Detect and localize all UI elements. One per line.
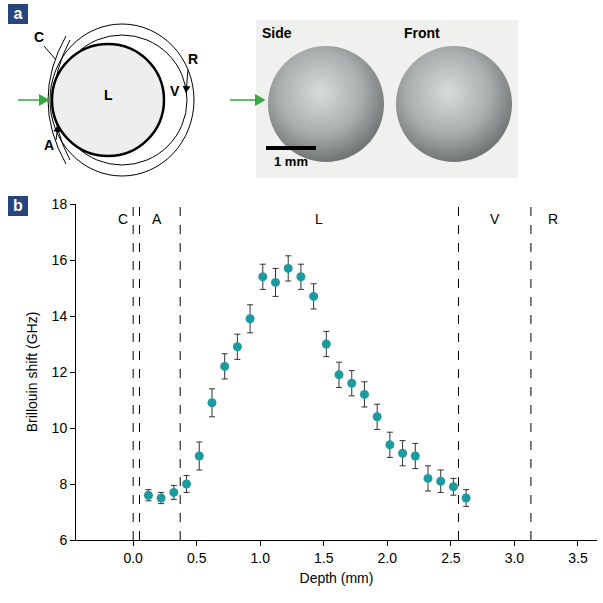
svg-text:12: 12: [52, 364, 68, 380]
svg-text:C: C: [118, 211, 128, 227]
html-text:a: a: [13, 5, 23, 22]
svg-text:V: V: [170, 83, 180, 99]
svg-text:C: C: [34, 29, 44, 45]
svg-text:8: 8: [59, 476, 67, 492]
svg-text:Front: Front: [404, 25, 440, 41]
svg-text:16: 16: [52, 252, 68, 268]
svg-text:1.0: 1.0: [251, 550, 271, 566]
svg-text:1.5: 1.5: [314, 550, 334, 566]
svg-text:1 mm: 1 mm: [274, 154, 308, 169]
svg-text:L: L: [315, 211, 323, 227]
svg-text:18: 18: [52, 196, 68, 212]
svg-text:Brillouin shift (GHz): Brillouin shift (GHz): [24, 312, 40, 433]
svg-text:3.5: 3.5: [568, 550, 588, 566]
svg-text:Side: Side: [262, 25, 292, 41]
svg-text:R: R: [548, 211, 558, 227]
svg-text:L: L: [104, 87, 113, 103]
svg-text:0.0: 0.0: [123, 550, 143, 566]
svg-text:V: V: [490, 211, 500, 227]
html-text:b: b: [13, 197, 23, 214]
svg-text:0.5: 0.5: [187, 550, 207, 566]
svg-text:2.5: 2.5: [441, 550, 461, 566]
svg-text:R: R: [188, 51, 198, 67]
svg-text:3.0: 3.0: [505, 550, 525, 566]
svg-text:Depth (mm): Depth (mm): [300, 570, 374, 586]
svg-text:10: 10: [52, 420, 68, 436]
svg-text:14: 14: [52, 308, 68, 324]
svg-text:A: A: [152, 211, 162, 227]
svg-text:6: 6: [59, 532, 67, 548]
svg-text:2.0: 2.0: [378, 550, 398, 566]
svg-text:A: A: [44, 137, 54, 153]
